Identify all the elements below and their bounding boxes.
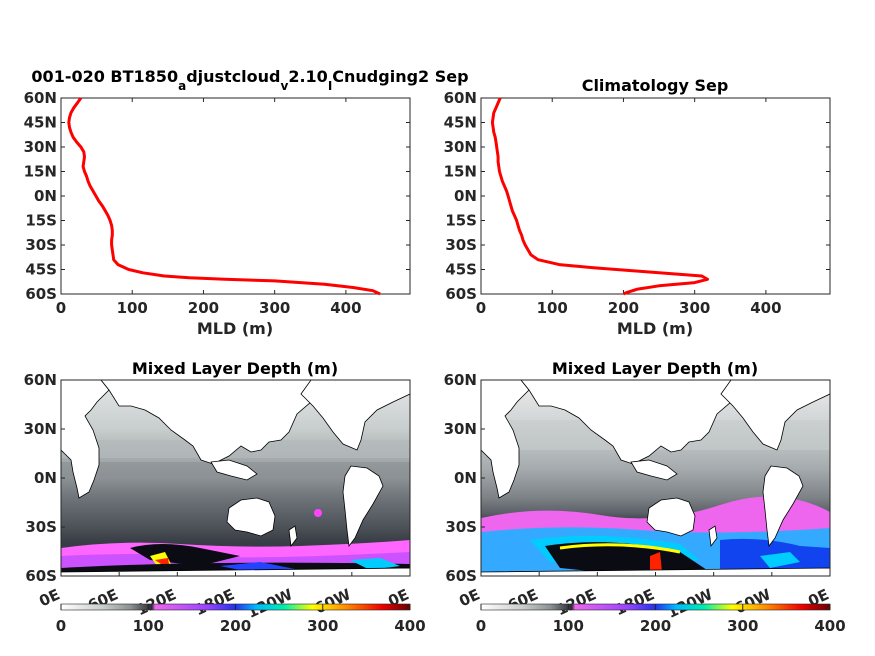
panel1-title: 001-020 BT1850adjustcloudv2.10ICnudging2… [31, 67, 468, 93]
colorbar-tick-label: 100 [553, 617, 584, 635]
y-tick-label: 60N [444, 89, 477, 107]
y-tick-label: 15N [444, 163, 477, 181]
x-tick-label: 400 [330, 299, 361, 317]
x-tick-label: 120W [664, 585, 715, 622]
x-tick-label: 180E [612, 585, 657, 619]
x-tick-label: 120E [134, 585, 179, 619]
x-tick-label: 100 [537, 299, 568, 317]
panel-profile-climatology: Climatology Sep 0 100 200 300 400 60N 45N 30N 15… [444, 76, 831, 338]
x-tick-label: 200 [188, 299, 219, 317]
x-tick-label: 180E [192, 585, 237, 619]
colorbar-tick-label: 0 [476, 617, 486, 635]
y-tick-label: 45N [444, 114, 477, 132]
x-tick-label: 0E [456, 585, 482, 610]
x-tick-label: 60W [732, 585, 774, 617]
y-tick-label: 30N [444, 420, 477, 438]
y-tick-label: 30N [24, 420, 57, 438]
x-tick-label: 120W [244, 585, 295, 622]
panel2-ticks: 0 100 200 300 400 60N 45N 30N 15N 0N 15S 30S 45S 60S [444, 89, 830, 317]
y-tick-label: 60S [445, 285, 477, 303]
x-tick-label: 120E [554, 585, 599, 619]
y-tick-label: 30N [24, 138, 57, 156]
x-tick-label: 400 [750, 299, 781, 317]
y-tick-label: 30N [444, 138, 477, 156]
y-tick-label: 45S [25, 261, 57, 279]
panel2-axes [480, 97, 831, 295]
y-tick-label: 60S [445, 567, 477, 585]
panel1-mld-line [67, 97, 381, 296]
y-tick-label: 60S [25, 285, 57, 303]
x-tick-label: 60W [312, 585, 354, 617]
y-tick-label: 30S [25, 518, 57, 536]
y-tick-label: 15S [445, 212, 477, 230]
colorbar-tick-label: 400 [394, 617, 425, 635]
y-tick-label: 30S [25, 236, 57, 254]
colorbar-tick-label: 200 [640, 617, 671, 635]
x-tick-label: 200 [608, 299, 639, 317]
colorbar-tick-label: 400 [814, 617, 845, 635]
x-tick-label: 300 [259, 299, 290, 317]
y-tick-label: 45N [24, 114, 57, 132]
panel-profile-model: 001-020 BT1850adjustcloudv2.10ICnudging2… [24, 67, 469, 338]
x-tick-label: 300 [679, 299, 710, 317]
x-tick-label: 0 [56, 299, 66, 317]
x-tick-label: 60E [85, 585, 121, 614]
panel2-title: Climatology Sep [582, 76, 729, 95]
colorbar-tick-label: 100 [133, 617, 164, 635]
panel3-title: Mixed Layer Depth (m) [132, 359, 338, 378]
y-tick-label: 60N [24, 371, 57, 389]
y-tick-label: 30S [445, 518, 477, 536]
y-tick-label: 0N [454, 187, 477, 205]
panel2-xlabel: MLD (m) [617, 319, 693, 338]
x-tick-label: 0E [36, 585, 62, 610]
panel1-ticks: 0 100 200 300 400 60N 45N 30N 15N 0N 15S 30S 45S 60S [24, 89, 410, 317]
panel-map-climatology: Mixed Layer Depth (m) 0E 60E 120E 180E 120W 6… [444, 359, 846, 635]
y-tick-label: 30S [445, 236, 477, 254]
y-tick-label: 0N [454, 469, 477, 487]
y-tick-label: 60N [444, 371, 477, 389]
panel2-mld-line [490, 97, 709, 296]
x-tick-label: 100 [117, 299, 148, 317]
colorbar-tick-label: 200 [220, 617, 251, 635]
panel4-map [481, 380, 830, 576]
panel4-title: Mixed Layer Depth (m) [552, 359, 758, 378]
colorbar-tick-label: 300 [307, 617, 338, 635]
panel1-axes [60, 97, 411, 295]
panel4-colorbar-ticks: 0 100 200 300 400 [476, 604, 846, 635]
panel1-xlabel: MLD (m) [197, 319, 273, 338]
x-tick-label: 0 [476, 299, 486, 317]
y-tick-label: 0N [34, 187, 57, 205]
y-tick-label: 45S [445, 261, 477, 279]
y-tick-label: 60S [25, 567, 57, 585]
panel3-map [61, 380, 410, 576]
colorbar-tick-label: 300 [727, 617, 758, 635]
y-tick-label: 0N [34, 469, 57, 487]
panel3-colorbar-ticks: 0 100 200 300 400 [56, 604, 426, 635]
y-tick-label: 60N [24, 89, 57, 107]
colorbar-tick-label: 0 [56, 617, 66, 635]
y-tick-label: 15S [25, 212, 57, 230]
y-tick-label: 15N [24, 163, 57, 181]
x-tick-label: 60E [505, 585, 541, 614]
panel-map-model: Mixed Layer Depth (m) 0E 60E 120E 180E 120W 6… [24, 359, 426, 635]
